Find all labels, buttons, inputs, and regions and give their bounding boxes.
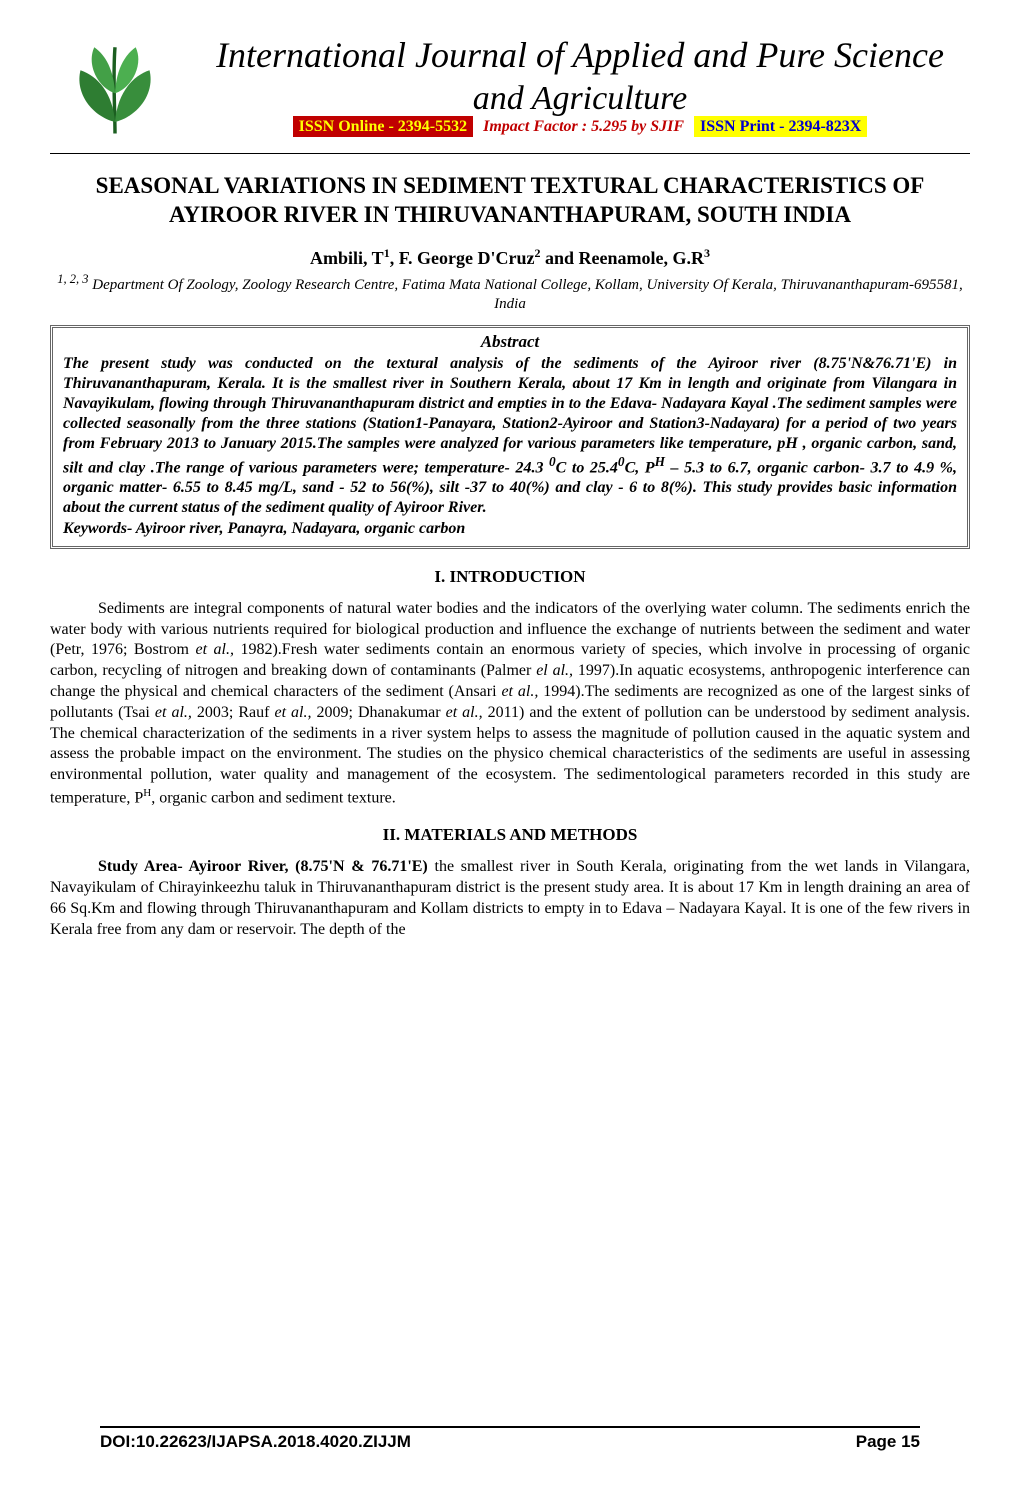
affiliation-sup: 1, 2, 3: [57, 272, 88, 286]
intro-paragraph: Sediments are integral components of nat…: [50, 599, 970, 809]
page-number: Page 15: [856, 1432, 920, 1452]
leaf-logo-icon: [50, 30, 180, 145]
section-intro-heading: I. INTRODUCTION: [50, 567, 970, 587]
authors: Ambili, T1, F. George D'Cruz2 and Reenam…: [50, 246, 970, 269]
affiliation-text: Department Of Zoology, Zoology Research …: [92, 277, 963, 313]
journal-title-line2: and Agriculture: [190, 80, 970, 118]
abstract-heading: Abstract: [63, 332, 957, 352]
paper-title: SEASONAL VARIATIONS IN SEDIMENT TEXTURAL…: [50, 172, 970, 230]
journal-title-line1: International Journal of Applied and Pur…: [190, 34, 970, 76]
journal-header: International Journal of Applied and Pur…: [50, 30, 970, 145]
keywords: Keywords- Ayiroor river, Panayra, Nadaya…: [63, 520, 957, 538]
affiliation: 1, 2, 3 Department Of Zoology, Zoology R…: [50, 271, 970, 315]
issn-row: ISSN Online - 2394-5532 Impact Factor : …: [190, 118, 970, 136]
page-footer: DOI:10.22623/IJAPSA.2018.4020.ZIJJM Page…: [100, 1426, 920, 1452]
methods-paragraph: Study Area- Ayiroor River, (8.75'N & 76.…: [50, 857, 970, 940]
journal-title-block: International Journal of Applied and Pur…: [190, 34, 970, 142]
abstract-box: Abstract The present study was conducted…: [50, 325, 970, 549]
section-methods-heading: II. MATERIALS AND METHODS: [50, 825, 970, 845]
header-rule: [50, 153, 970, 154]
doi: DOI:10.22623/IJAPSA.2018.4020.ZIJJM: [100, 1432, 411, 1452]
issn-online-badge: ISSN Online - 2394-5532: [293, 116, 473, 137]
abstract-body: The present study was conducted on the t…: [63, 354, 957, 518]
impact-factor: Impact Factor : 5.295 by SJIF: [483, 118, 684, 135]
issn-print-badge: ISSN Print - 2394-823X: [694, 116, 867, 137]
journal-logo: [50, 30, 180, 145]
